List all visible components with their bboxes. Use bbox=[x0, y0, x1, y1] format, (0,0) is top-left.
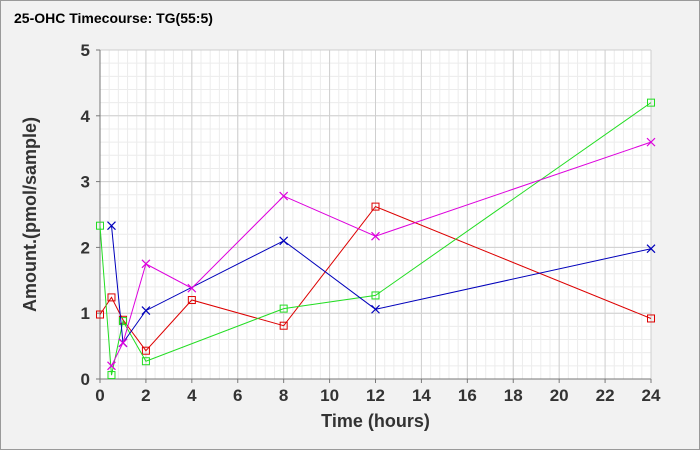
data-point bbox=[107, 293, 116, 302]
data-point bbox=[646, 137, 656, 147]
y-axis-title: Amount.(pmol/sample) bbox=[20, 117, 40, 312]
x-tick-label: 2 bbox=[141, 386, 150, 405]
data-point bbox=[279, 321, 288, 330]
data-point bbox=[141, 306, 151, 315]
x-tick-label: 4 bbox=[187, 386, 197, 405]
series-line bbox=[111, 225, 652, 345]
data-point-stroke bbox=[646, 244, 656, 254]
data-point bbox=[647, 98, 655, 107]
data-point bbox=[96, 310, 104, 319]
data-point bbox=[646, 244, 656, 254]
x-tick-label: 14 bbox=[412, 386, 431, 405]
y-tick-label: 2 bbox=[81, 238, 90, 257]
data-point bbox=[279, 236, 289, 246]
data-point bbox=[141, 357, 150, 366]
data-point-stroke bbox=[371, 304, 380, 314]
x-tick-label: 0 bbox=[95, 386, 104, 405]
data-point bbox=[371, 291, 380, 300]
axes bbox=[96, 49, 652, 383]
x-tick-label: 18 bbox=[504, 386, 523, 405]
data-point bbox=[279, 304, 288, 313]
data-point bbox=[371, 304, 380, 314]
data-point bbox=[279, 191, 289, 201]
x-tick-label: 10 bbox=[320, 386, 339, 405]
y-tick-label: 0 bbox=[81, 370, 90, 389]
data-point bbox=[371, 231, 380, 241]
y-tick-label: 1 bbox=[81, 304, 90, 323]
data-point bbox=[141, 346, 150, 355]
data-point-stroke bbox=[187, 283, 197, 293]
y-tick-label: 4 bbox=[81, 107, 91, 126]
series-2 bbox=[96, 98, 655, 380]
data-point bbox=[96, 221, 104, 230]
data-point-stroke bbox=[107, 221, 116, 231]
data-point bbox=[647, 314, 655, 323]
x-tick-label: 22 bbox=[596, 386, 615, 405]
series-layer bbox=[96, 98, 656, 380]
grid bbox=[99, 49, 652, 380]
x-axis-title: Time (hours) bbox=[321, 411, 430, 431]
data-point bbox=[107, 361, 116, 371]
data-point bbox=[118, 317, 127, 326]
data-point bbox=[141, 259, 151, 269]
data-point-stroke bbox=[279, 236, 289, 246]
data-point bbox=[187, 283, 197, 293]
data-point bbox=[107, 371, 116, 380]
x-tick-label: 8 bbox=[279, 386, 288, 405]
data-point bbox=[118, 338, 128, 348]
x-tick-label: 20 bbox=[550, 386, 569, 405]
data-point-stroke bbox=[279, 191, 289, 201]
data-point-stroke bbox=[141, 306, 151, 315]
data-point bbox=[107, 221, 116, 231]
series-line bbox=[99, 102, 652, 376]
data-point bbox=[371, 202, 380, 211]
x-tick-label: 16 bbox=[458, 386, 477, 405]
x-tick-label: 12 bbox=[366, 386, 385, 405]
chart-title: 25-OHC Timecourse: TG(55:5) bbox=[14, 10, 213, 26]
series-4 bbox=[107, 137, 656, 371]
x-tick-label: 6 bbox=[233, 386, 242, 405]
data-point-stroke bbox=[646, 137, 656, 147]
data-point-stroke bbox=[371, 231, 380, 241]
data-point-stroke bbox=[141, 259, 151, 269]
y-tick-label: 5 bbox=[81, 41, 90, 60]
x-tick-label: 24 bbox=[642, 386, 661, 405]
data-point bbox=[187, 296, 196, 305]
data-point-stroke bbox=[118, 338, 128, 348]
data-point-stroke bbox=[107, 361, 116, 371]
y-tick-label: 3 bbox=[81, 173, 90, 192]
